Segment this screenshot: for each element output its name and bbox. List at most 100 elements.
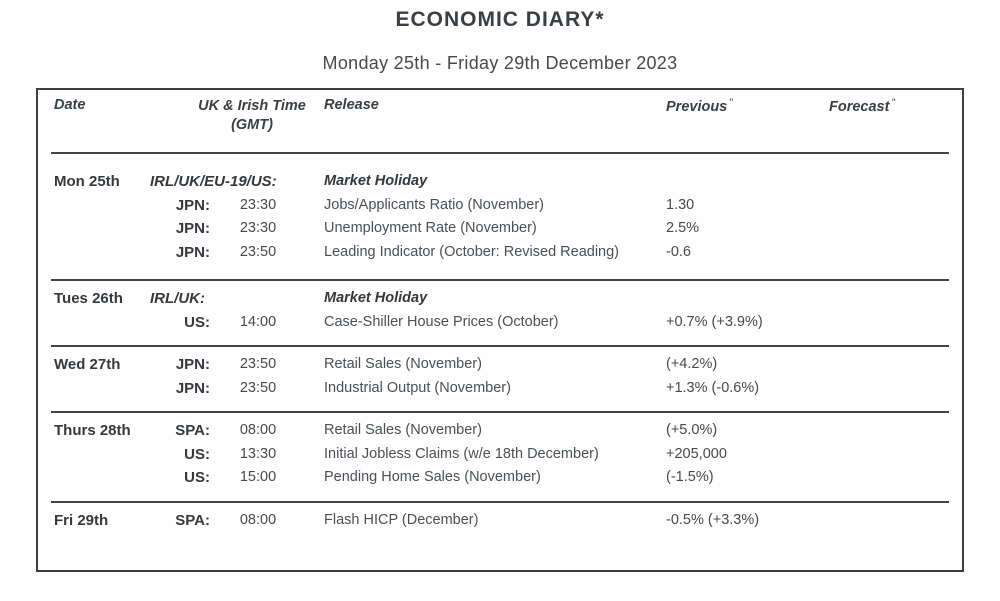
release-cell: Flash HICP (December)	[324, 511, 479, 528]
forecast-cell	[826, 509, 962, 533]
country-cell: US:	[184, 313, 210, 331]
forecast-footnote-mark: "	[891, 97, 896, 107]
forecast-cell	[826, 194, 962, 218]
time-cell: 13:30	[239, 445, 277, 462]
release-cell: Unemployment Rate (November)	[324, 220, 537, 236]
day-group-rows: Tues 26th IRL/UK: Market Holiday US: 14:…	[38, 281, 962, 345]
time-cell: 08:00	[239, 511, 277, 528]
release-cell: Retail Sales (November)	[324, 356, 482, 372]
separator-line	[51, 500, 949, 503]
time-cell: 23:50	[239, 243, 277, 260]
separator-line	[51, 345, 949, 347]
forecast-cell	[826, 377, 962, 401]
release-cell: Case-Shiller House Prices (October)	[324, 313, 559, 330]
header-time-line1: UK & Irish Time	[198, 98, 306, 114]
release-cell: Market Holiday	[324, 290, 428, 306]
separator-line	[51, 152, 949, 154]
diary-table: Date UK & Irish Time (GMT) Release Previ…	[36, 88, 964, 572]
time-cell: 14:00	[239, 313, 277, 330]
release-cell: Market Holiday	[324, 173, 428, 189]
country-cell: JPN:	[175, 196, 210, 214]
country-cell: JPN:	[175, 220, 210, 237]
previous-cell: 2.5%	[666, 220, 700, 236]
time-cell: 08:00	[239, 422, 277, 438]
forecast-cell	[826, 466, 962, 490]
forecast-cell	[826, 170, 962, 194]
previous-cell: (+4.2%)	[666, 356, 718, 372]
table-body: Mon 25th IRL/UK/EU-19/US: Market Holiday…	[38, 152, 962, 570]
date-cell: Thurs 28th	[54, 422, 131, 439]
day-group: Thurs 28th SPA: 08:00 Retail Sales (Nove…	[38, 411, 962, 501]
date-cell	[38, 194, 150, 218]
day-group-rows: Thurs 28th SPA: 08:00 Retail Sales (Nove…	[38, 413, 962, 501]
table-row: JPN: 23:30 Jobs/Applicants Ratio (Novemb…	[38, 194, 962, 218]
table-row: US: 14:00 Case-Shiller House Prices (Oct…	[38, 311, 962, 335]
date-cell	[38, 466, 150, 490]
table-row: Fri 29th SPA: 08:00 Flash HICP (December…	[38, 509, 962, 533]
previous-cell: +0.7% (+3.9%)	[666, 313, 763, 330]
date-cell	[38, 443, 150, 467]
forecast-cell	[826, 353, 962, 377]
table-row: Mon 25th IRL/UK/EU-19/US: Market Holiday	[38, 170, 962, 194]
previous-cell: (-1.5%)	[666, 469, 714, 485]
country-cell: JPN:	[175, 356, 210, 373]
country-cell: US:	[184, 469, 210, 486]
forecast-cell	[826, 217, 962, 241]
day-group-rows: Wed 27th JPN: 23:50 Retail Sales (Novemb…	[38, 347, 962, 411]
date-cell: Tues 26th	[54, 290, 123, 307]
country-cell: JPN:	[175, 243, 210, 261]
release-cell: Retail Sales (November)	[324, 422, 482, 438]
table-header: Date UK & Irish Time (GMT) Release Previ…	[38, 90, 962, 152]
day-group-rows: Fri 29th SPA: 08:00 Flash HICP (December…	[38, 503, 962, 571]
table-row: JPN: 23:30 Unemployment Rate (November) …	[38, 217, 962, 241]
date-cell: Wed 27th	[54, 356, 121, 373]
date-cell	[38, 241, 150, 265]
time-cell: 23:50	[239, 379, 277, 396]
day-group: Fri 29th SPA: 08:00 Flash HICP (December…	[38, 500, 962, 571]
time-cell: 23:30	[239, 196, 277, 213]
table-row: US: 15:00 Pending Home Sales (November) …	[38, 466, 962, 490]
country-cell: JPN:	[175, 379, 210, 397]
table-row: Tues 26th IRL/UK: Market Holiday	[38, 287, 962, 311]
date-cell	[38, 217, 150, 241]
release-cell: Industrial Output (November)	[324, 379, 511, 396]
previous-cell: -0.5% (+3.3%)	[666, 511, 760, 528]
table-row: Thurs 28th SPA: 08:00 Retail Sales (Nove…	[38, 419, 962, 443]
forecast-cell	[826, 241, 962, 265]
previous-cell: -0.6	[666, 243, 691, 260]
time-cell: 23:50	[239, 356, 277, 372]
page-subtitle: Monday 25th - Friday 29th December 2023	[322, 53, 678, 73]
date-cell	[38, 377, 150, 401]
date-cell	[38, 311, 150, 335]
header-time: UK & Irish Time (GMT)	[150, 97, 306, 152]
header-previous-label: Previous	[666, 98, 728, 115]
release-cell: Leading Indicator (October: Revised Read…	[324, 243, 619, 260]
previous-cell	[656, 287, 826, 311]
date-cell: Fri 29th	[54, 511, 109, 529]
release-cell: Jobs/Applicants Ratio (November)	[324, 196, 545, 213]
table-row: JPN: 23:50 Leading Indicator (October: R…	[38, 241, 962, 265]
forecast-cell	[826, 287, 962, 311]
table-row: JPN: 23:50 Industrial Output (November) …	[38, 377, 962, 401]
time-cell: 23:30	[239, 220, 277, 236]
header-date: Date	[54, 97, 86, 113]
day-group: Wed 27th JPN: 23:50 Retail Sales (Novemb…	[38, 345, 962, 411]
header-forecast-label: Forecast	[829, 98, 890, 115]
header-forecast: Forecast "	[826, 97, 962, 152]
header-release: Release	[324, 97, 379, 113]
forecast-cell	[826, 419, 962, 443]
previous-footnote-mark: "	[729, 97, 734, 107]
day-group: Mon 25th IRL/UK/EU-19/US: Market Holiday…	[38, 152, 962, 279]
page-title: ECONOMIC DIARY*	[395, 8, 605, 31]
previous-cell: (+5.0%)	[666, 422, 718, 438]
country-cell: IRL/UK:	[150, 290, 205, 307]
day-group: Tues 26th IRL/UK: Market Holiday US: 14:…	[38, 279, 962, 345]
country-cell: IRL/UK/EU-19/US:	[150, 173, 277, 190]
previous-cell: 1.30	[666, 196, 695, 213]
header-previous: Previous "	[656, 97, 826, 152]
table-row: Wed 27th JPN: 23:50 Retail Sales (Novemb…	[38, 353, 962, 377]
time-cell: 15:00	[239, 469, 277, 485]
previous-cell	[656, 170, 826, 194]
country-cell: SPA:	[175, 511, 210, 529]
